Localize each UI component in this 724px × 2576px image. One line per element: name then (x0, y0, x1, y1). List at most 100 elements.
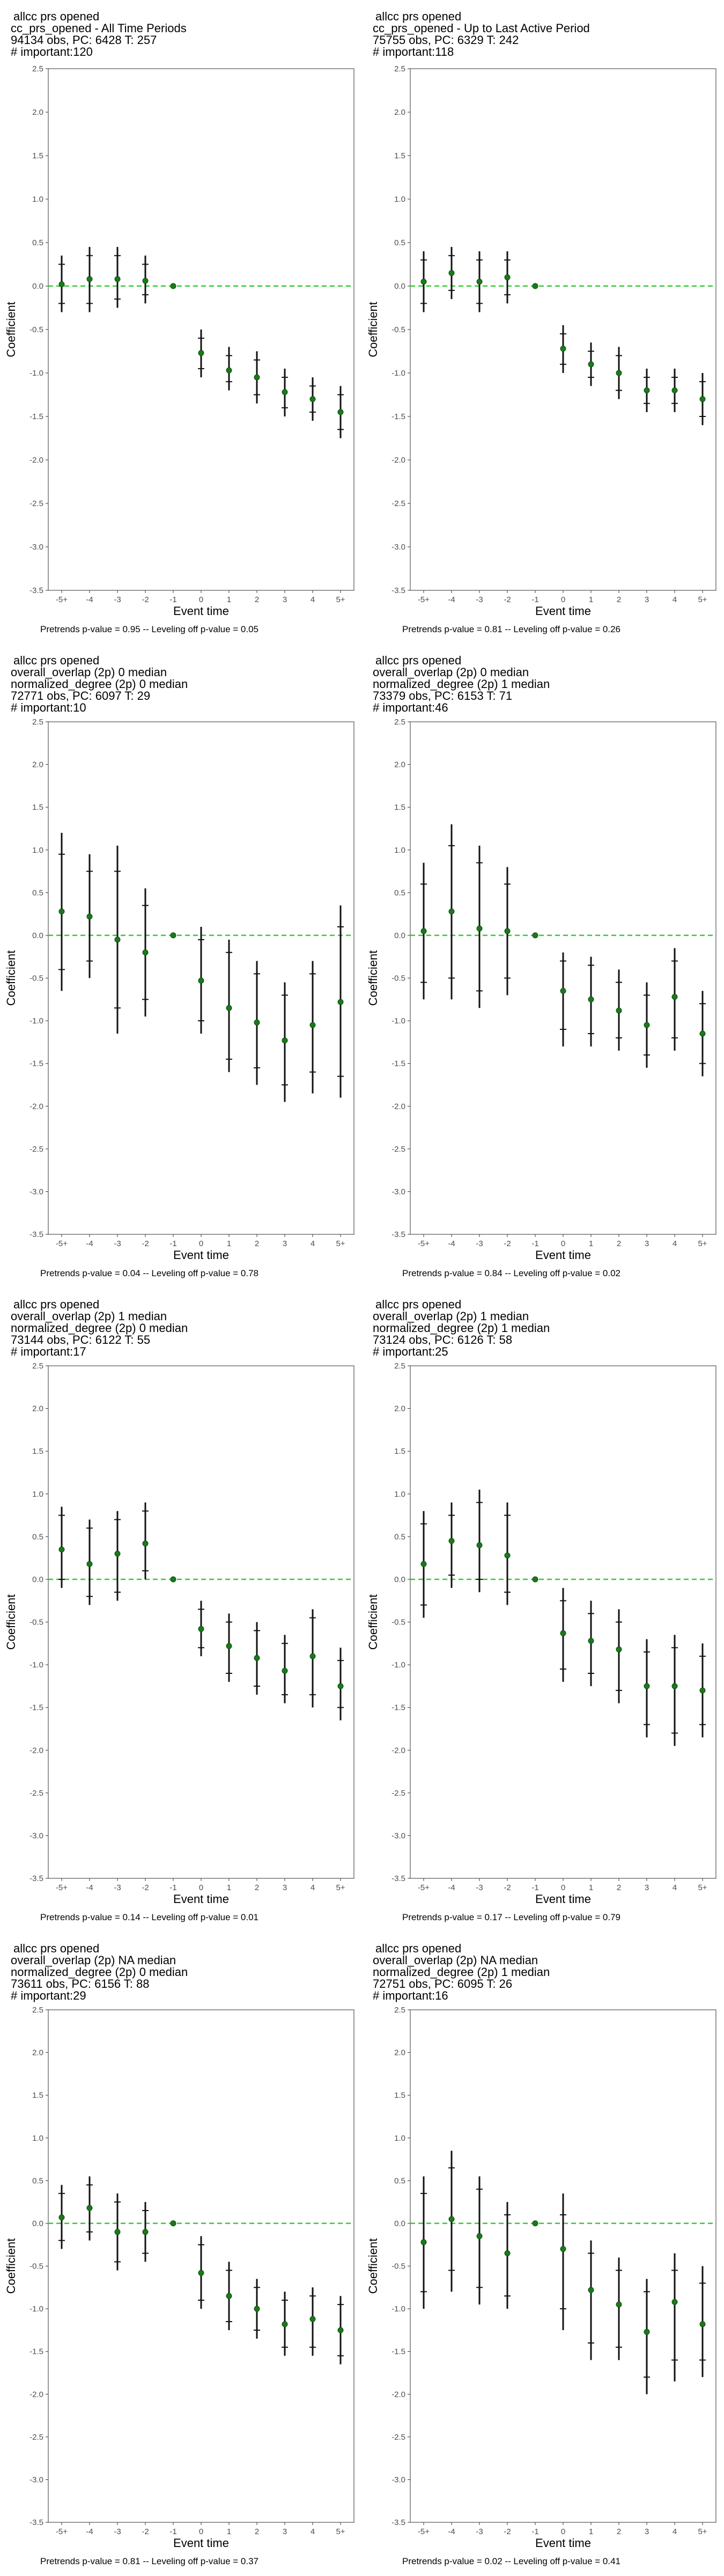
x-tick-label: 5+ (336, 1239, 345, 1248)
y-tick-label: 2.0 (394, 760, 405, 770)
y-tick-label: -1.5 (29, 1703, 43, 1713)
x-tick-label: 0 (199, 1883, 203, 1892)
y-tick-label: 2.5 (32, 64, 43, 74)
chart-title-line: 73379 obs, PC: 6153 T: 71 (373, 689, 512, 702)
x-tick-label: 0 (561, 595, 565, 604)
y-tick-label: -2.0 (29, 1102, 43, 1111)
y-tick-label: -1.0 (29, 1660, 43, 1670)
chart-title: allcc prs opened overall_overlap (2p) 1 m… (373, 1298, 550, 1358)
y-tick-label: 1.0 (32, 195, 43, 204)
chart-title-line: # important:10 (11, 701, 86, 714)
coefficient-point (644, 2329, 650, 2335)
x-tick-label: 4 (673, 2527, 677, 2536)
y-axis-title: Coefficient (4, 2238, 18, 2294)
y-tick-label: 1.0 (394, 846, 405, 855)
y-tick-label: 1.5 (394, 803, 405, 812)
coefficient-point (476, 279, 483, 285)
y-tick-label: 2.5 (394, 718, 405, 727)
chart-svg: allcc prs opened overall_overlap (2p) 0 m… (366, 654, 716, 1278)
x-tick-label: 2 (255, 2527, 259, 2536)
y-tick-label: 1.5 (32, 2091, 43, 2100)
y-tick-label: -1.5 (391, 1703, 405, 1713)
x-tick-label: -1 (169, 595, 176, 604)
y-tick-label: 0.5 (32, 238, 43, 247)
y-tick-label: 0.0 (394, 1575, 405, 1584)
chart-title-line: normalized_degree (2p) 1 median (373, 1321, 550, 1335)
x-tick-label: 3 (283, 595, 287, 604)
coefficient-point (671, 994, 678, 1000)
y-tick-label: 1.5 (32, 151, 43, 160)
y-tick-label: -0.5 (29, 974, 43, 983)
chart-title-line: # important:25 (373, 1345, 448, 1358)
y-tick-label: -1.0 (29, 369, 43, 378)
y-tick-label: 0.0 (32, 282, 43, 291)
chart-svg: allcc prs opened cc_prs_opened - Up to La… (366, 10, 716, 634)
x-tick-label: -3 (114, 595, 121, 604)
chart-title-line: 73144 obs, PC: 6122 T: 55 (11, 1333, 150, 1346)
coefficient-point (142, 277, 149, 284)
chart-title: allcc prs opened overall_overlap (2p) 1 m… (11, 1298, 188, 1358)
y-tick-label: 0.0 (32, 1575, 43, 1584)
coefficient-point (170, 2220, 176, 2227)
coefficient-point (86, 2205, 93, 2211)
x-tick-label: 0 (561, 1239, 565, 1248)
coefficient-point (114, 276, 121, 282)
x-tick-label: -5+ (56, 1883, 68, 1892)
coefficient-point (226, 1005, 232, 1011)
y-tick-label: 2.5 (394, 64, 405, 74)
chart-title: allcc prs opened overall_overlap (2p) 0 m… (11, 654, 188, 714)
y-tick-label: -1.5 (391, 2347, 405, 2357)
y-tick-label: -3.0 (29, 1831, 43, 1840)
y-tick-label: 2.0 (32, 2048, 43, 2058)
coefficient-point (114, 1550, 121, 1557)
coefficient-point (86, 913, 93, 920)
coefficient-point (337, 2327, 344, 2333)
coefficient-point (616, 370, 622, 376)
y-tick-label: -2.5 (391, 2433, 405, 2442)
x-tick-label: -2 (142, 2527, 149, 2536)
x-tick-label: -5+ (418, 1239, 430, 1248)
coefficient-point (532, 2220, 538, 2227)
chart-title-line: allcc prs opened (13, 654, 99, 667)
y-tick-label: -0.5 (29, 325, 43, 334)
chart-panel: allcc prs opened overall_overlap (2p) 1 m… (362, 1288, 724, 1932)
x-tick-label: -4 (86, 1883, 93, 1892)
x-tick-label: -1 (169, 1239, 176, 1248)
chart-title-line: 73124 obs, PC: 6126 T: 58 (373, 1333, 512, 1346)
chart-title-line: allcc prs opened (375, 1942, 461, 1955)
chart-panel: allcc prs opened overall_overlap (2p) NA … (362, 1932, 724, 2576)
chart-title-line: normalized_degree (2p) 1 median (373, 1965, 550, 1979)
chart-title-line: # important:16 (373, 1989, 448, 2002)
chart-title-line: 75755 obs, PC: 6329 T: 242 (373, 33, 519, 47)
x-tick-label: 4 (311, 2527, 315, 2536)
coefficient-point (699, 396, 706, 402)
y-tick-label: 2.0 (32, 1404, 43, 1414)
y-tick-label: -1.5 (391, 412, 405, 421)
x-axis-title: Event time (173, 1248, 229, 1262)
x-tick-label: 1 (589, 1239, 593, 1248)
coefficient-point (282, 389, 288, 396)
chart-panel: allcc prs opened overall_overlap (2p) NA … (0, 1932, 362, 2576)
p-value-caption: Pretrends p-value = 0.95 -- Leveling off… (40, 624, 258, 634)
x-tick-label: -2 (504, 1883, 511, 1892)
coefficient-point (504, 2250, 511, 2257)
coefficient-point (448, 270, 455, 276)
chart-title-line: normalized_degree (2p) 0 median (11, 1965, 188, 1979)
y-tick-label: -2.5 (29, 1145, 43, 1154)
x-tick-label: -4 (448, 2527, 455, 2536)
coefficient-point (644, 1683, 650, 1689)
coefficient-point (198, 977, 204, 984)
x-tick-label: 2 (255, 595, 259, 604)
chart-title: allcc prs opened overall_overlap (2p) NA … (373, 1942, 550, 2002)
y-tick-label: -2.5 (391, 1789, 405, 1798)
x-tick-label: -2 (142, 595, 149, 604)
chart-title-line: cc_prs_opened - Up to Last Active Period (373, 21, 590, 35)
chart-svg: allcc prs opened overall_overlap (2p) 1 m… (366, 1298, 716, 1922)
y-tick-label: 2.0 (394, 1404, 405, 1414)
x-tick-label: 5+ (336, 1883, 345, 1892)
y-tick-label: -1.5 (391, 1059, 405, 1069)
x-tick-label: -5+ (418, 2527, 430, 2536)
x-tick-label: 0 (561, 2527, 565, 2536)
x-tick-label: 4 (311, 1239, 315, 1248)
